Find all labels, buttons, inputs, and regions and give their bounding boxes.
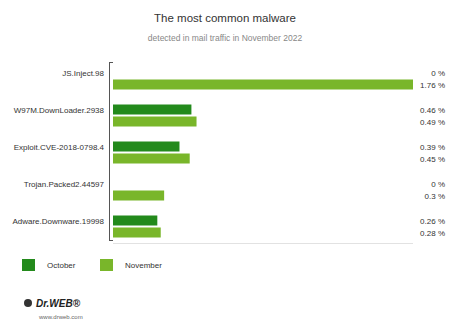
logo: Dr.WEB® xyxy=(36,298,81,309)
legend-swatch xyxy=(22,259,35,271)
data-label: 0.28 % xyxy=(420,229,445,238)
bars xyxy=(113,80,413,238)
bar xyxy=(113,142,179,152)
data-label: 0.46 % xyxy=(420,106,445,115)
data-label: 0.39 % xyxy=(420,143,445,152)
bar xyxy=(113,154,190,164)
y-axis-cap xyxy=(110,62,114,63)
bar xyxy=(113,179,114,189)
data-label: 0.45 % xyxy=(420,155,445,164)
y-axis xyxy=(109,62,110,241)
data-label: 0 % xyxy=(431,69,445,78)
data-label: 0.49 % xyxy=(420,118,445,127)
category-label: Adware.Downware.19998 xyxy=(12,217,104,226)
url: www.drweb.com xyxy=(38,314,83,320)
title: The most common malware xyxy=(154,12,296,24)
data-label: 0.3 % xyxy=(425,192,445,201)
legend-swatch xyxy=(100,259,113,271)
data-label: 0.26 % xyxy=(420,217,445,226)
bar xyxy=(113,80,413,90)
category-label: W97M.DownLoader.2938 xyxy=(14,106,105,115)
legend-label: November xyxy=(125,261,162,270)
category-label: Trojan.Packed2.44597 xyxy=(24,180,105,189)
category-label: Exploit.CVE-2018-0798.4 xyxy=(14,143,105,152)
x-axis xyxy=(113,243,413,244)
logo-mark xyxy=(24,299,32,307)
y-axis-cap xyxy=(110,240,114,241)
bar xyxy=(113,216,157,226)
bar xyxy=(113,105,191,115)
subtitle: detected in mail traffic in November 202… xyxy=(148,33,303,43)
bar xyxy=(113,228,161,238)
bar xyxy=(113,117,197,127)
bar xyxy=(113,68,114,78)
category-label: JS.Inject.98 xyxy=(62,69,104,78)
data-label: 0 % xyxy=(431,180,445,189)
bar xyxy=(113,191,164,201)
legend-label: October xyxy=(47,261,76,270)
chart: The most common malware detected in mail … xyxy=(0,0,450,332)
data-label: 1.76 % xyxy=(420,81,445,90)
